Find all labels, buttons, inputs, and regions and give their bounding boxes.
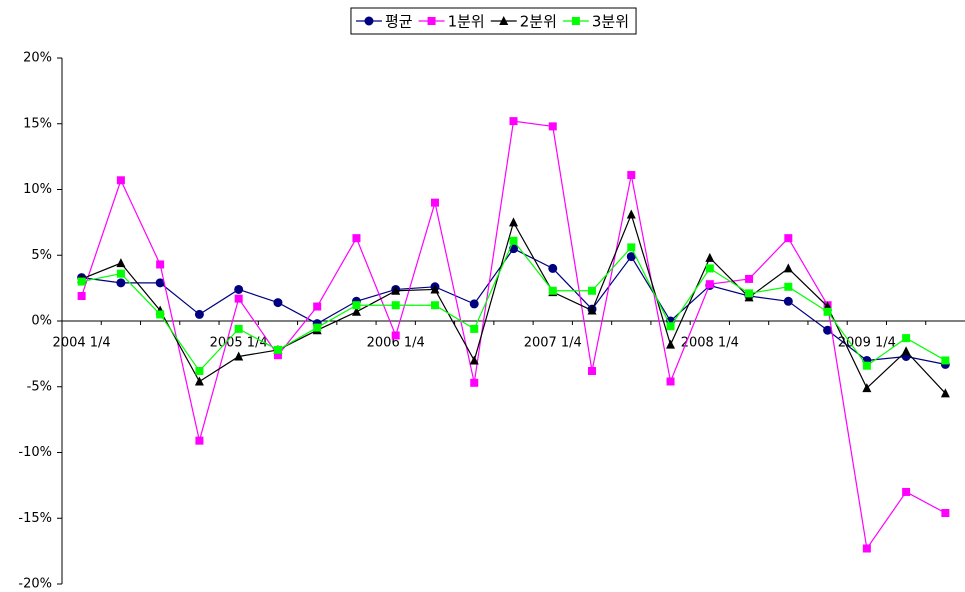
y-tick-label: 15% <box>23 116 52 131</box>
legend-marker <box>499 16 509 25</box>
legend-item: 1분위 <box>418 13 485 31</box>
point <box>430 198 439 207</box>
y-tick-label: 0% <box>31 314 52 329</box>
x-tick-label: 2008 1/4 <box>681 336 739 351</box>
point <box>940 388 950 398</box>
point <box>509 117 518 126</box>
point <box>548 122 557 131</box>
point <box>588 366 597 375</box>
point <box>509 236 518 245</box>
point <box>862 544 871 553</box>
point <box>234 351 244 361</box>
point <box>784 234 793 243</box>
point <box>116 278 126 288</box>
point <box>234 324 243 333</box>
y-tick-label: 20% <box>23 51 52 66</box>
point <box>77 277 86 286</box>
point <box>156 310 165 319</box>
point <box>823 307 832 316</box>
point <box>156 260 165 269</box>
point <box>195 366 204 375</box>
point <box>352 301 361 310</box>
point <box>548 286 557 295</box>
point <box>195 436 204 445</box>
point <box>351 306 361 316</box>
point <box>588 286 597 295</box>
point <box>666 339 676 349</box>
point <box>705 280 714 289</box>
point <box>77 292 86 301</box>
point <box>548 263 558 273</box>
legend: 평균 1분위 2분위 3분위 <box>350 7 637 35</box>
point <box>469 299 479 309</box>
point <box>391 301 400 310</box>
y-tick-label: -20% <box>18 577 52 592</box>
point <box>902 487 911 496</box>
point <box>666 377 675 386</box>
legend-marker <box>571 17 580 25</box>
legend-marker <box>427 17 436 25</box>
x-tick-label: 2004 1/4 <box>53 336 111 351</box>
point <box>862 383 872 393</box>
legend-item: 평균 <box>355 13 413 31</box>
point <box>273 298 283 308</box>
legend-item: 2분위 <box>490 13 557 31</box>
point <box>194 309 204 319</box>
point <box>509 217 518 227</box>
point <box>783 263 793 273</box>
point <box>783 296 793 306</box>
point <box>901 346 911 356</box>
point <box>430 301 439 310</box>
point <box>469 355 479 365</box>
point <box>823 325 833 335</box>
point <box>352 234 361 243</box>
point <box>430 284 440 294</box>
point <box>784 282 793 291</box>
y-tick-label: 5% <box>31 248 52 263</box>
point <box>155 278 165 288</box>
point <box>313 323 322 332</box>
point <box>941 508 950 517</box>
point <box>470 324 479 333</box>
point <box>116 176 125 185</box>
point <box>194 376 204 386</box>
point <box>705 252 715 262</box>
y-tick-label: -5% <box>27 379 52 394</box>
y-tick-label: 10% <box>23 182 52 197</box>
legend-label: 2분위 <box>520 13 557 31</box>
x-tick-label: 2006 1/4 <box>367 336 425 351</box>
point <box>273 351 282 360</box>
point <box>745 274 754 283</box>
point <box>234 284 244 294</box>
legend-label: 1분위 <box>448 13 485 31</box>
legend-label: 3분위 <box>592 13 629 31</box>
legend-item: 3분위 <box>562 13 629 31</box>
point <box>745 289 754 298</box>
point <box>391 285 401 295</box>
point <box>391 331 400 340</box>
point <box>627 171 636 180</box>
point <box>626 209 636 219</box>
x-tick-label: 2005 1/4 <box>210 336 268 351</box>
legend-marker <box>364 16 374 26</box>
point <box>627 243 636 252</box>
y-tick-label: -15% <box>18 511 52 526</box>
point <box>862 361 871 370</box>
legend-label: 평균 <box>385 13 413 31</box>
point <box>941 356 950 365</box>
series-line <box>81 239 946 372</box>
point <box>470 378 479 387</box>
point <box>116 269 125 278</box>
x-tick-label: 2007 1/4 <box>524 336 582 351</box>
point <box>234 294 243 303</box>
point <box>273 345 282 354</box>
point <box>313 302 322 311</box>
y-tick-label: -10% <box>18 445 52 460</box>
point <box>587 305 597 315</box>
point <box>116 258 126 268</box>
point <box>666 322 675 331</box>
point <box>705 264 714 273</box>
point <box>902 334 911 343</box>
